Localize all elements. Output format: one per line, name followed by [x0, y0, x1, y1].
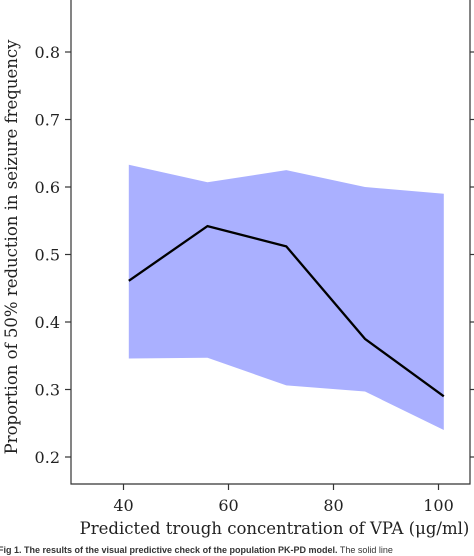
- y-tick-label: 0.2: [35, 448, 60, 467]
- x-tick-label: 40: [113, 496, 133, 515]
- x-axis: 40 60 80 100: [113, 484, 454, 515]
- figure-caption: Fig 1. The results of the visual predict…: [0, 545, 474, 555]
- series-line-0: [128, 224, 445, 398]
- y-axis-title: Proportion of 50% reduction in seizure f…: [2, 39, 21, 454]
- x-tick-label: 100: [423, 496, 454, 515]
- y-tick-label: 0.4: [35, 313, 60, 332]
- y-tick-label: 0.8: [35, 43, 60, 62]
- prediction-interval-band: [128, 164, 444, 430]
- figure-caption-text: The solid line: [337, 545, 393, 555]
- x-tick-label: 60: [218, 496, 238, 515]
- prediction-band-area: [128, 164, 444, 430]
- plot-border: [70, 0, 471, 485]
- median-line-series: [128, 224, 445, 398]
- y-tick-label: 0.3: [35, 381, 60, 400]
- y-tick-label: 0.6: [35, 178, 60, 197]
- y-tick-label: 0.7: [35, 111, 60, 130]
- x-axis-title: Predicted trough concentration of VPA (μ…: [80, 519, 470, 538]
- x-tick-label: 80: [323, 496, 343, 515]
- y-tick-label: 0.5: [35, 246, 60, 265]
- y-axis: 0.2 0.3 0.4 0.5 0.6 0.7 0.8: [35, 43, 474, 467]
- figure-caption-bold: Fig 1. The results of the visual predict…: [0, 545, 338, 555]
- plot-frame: [70, 0, 471, 485]
